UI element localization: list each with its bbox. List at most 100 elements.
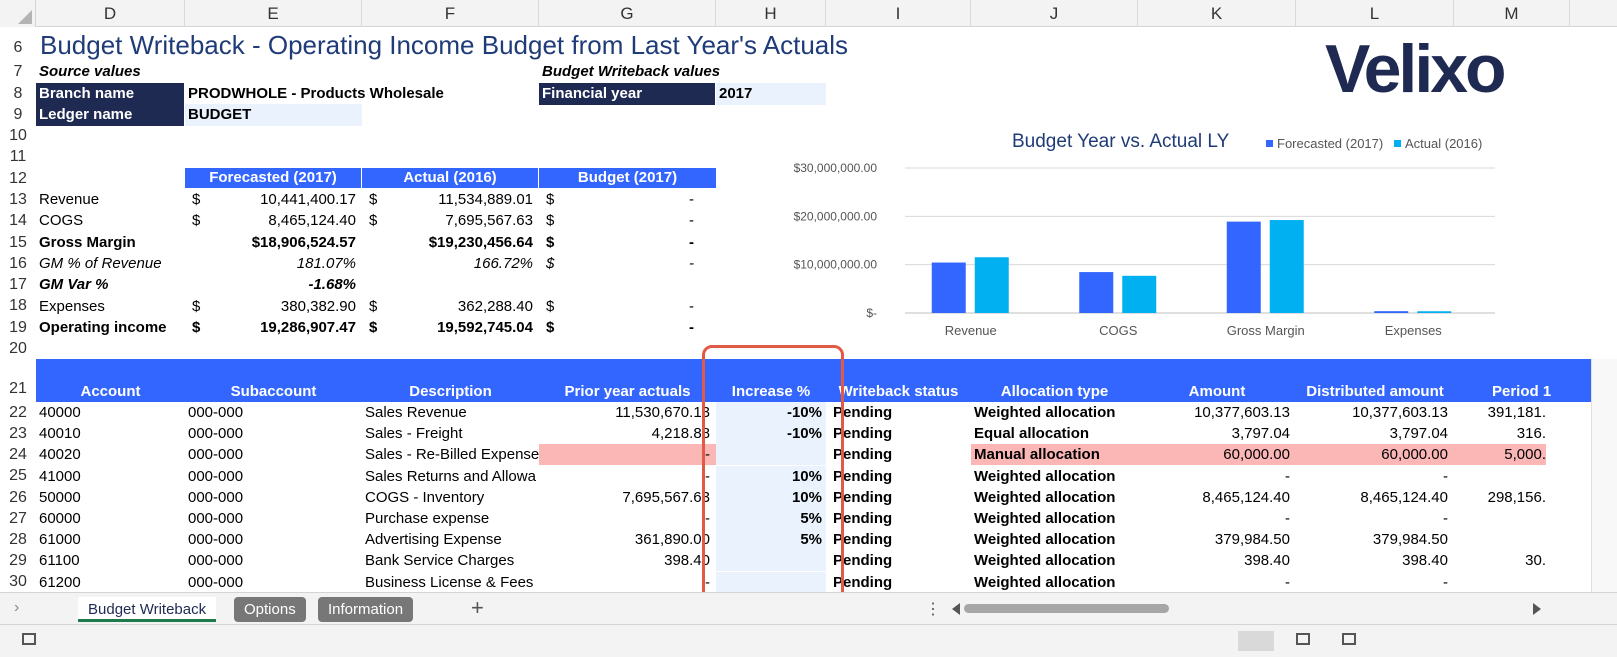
cell-period-1[interactable]: 316. <box>1516 425 1546 443</box>
forecasted-value[interactable]: $18,906,524.57 <box>251 233 356 251</box>
cell-period-1[interactable]: 30. <box>1525 552 1546 570</box>
cell-amount[interactable]: 379,984.50 <box>1214 531 1290 549</box>
budget-value[interactable]: - <box>689 212 694 230</box>
row-header[interactable]: 24 <box>0 444 36 465</box>
cell-distributed-amount[interactable]: 379,984.50 <box>1372 531 1448 549</box>
th-period-1[interactable]: Period 1 <box>1492 383 1552 400</box>
cell-writeback-status[interactable]: Pending <box>833 510 893 527</box>
row-header[interactable]: 20 <box>0 338 36 359</box>
forecasted-value[interactable]: 181.07% <box>296 254 356 272</box>
row-header[interactable]: 16 <box>0 253 36 274</box>
actual-value[interactable]: 166.72% <box>473 254 533 272</box>
cell-prior-year[interactable]: 4,218.88 <box>651 425 710 443</box>
row-header[interactable]: 6 <box>0 35 36 61</box>
table-row[interactable]: 61200 000-000 Business License & Fees - Pend… <box>36 571 1591 593</box>
row-header[interactable]: 11 <box>0 146 36 168</box>
cell-prior-year[interactable]: - <box>705 467 710 485</box>
budget-chart[interactable]: Budget Year vs. Actual LY Forecasted (20… <box>780 120 1510 345</box>
row-header[interactable]: 27 <box>0 508 36 529</box>
table-row[interactable]: 40000 000-000 Sales Revenue 11,530,670.13 -1… <box>36 402 1591 423</box>
bar-cogs-forecasted[interactable] <box>1079 272 1114 313</box>
cell-increase-pct[interactable]: 5% <box>716 508 826 529</box>
cell-allocation-type[interactable]: Weighted allocation <box>974 552 1116 570</box>
cell-prior-year[interactable]: 361,890.00 <box>634 531 710 549</box>
col-header-k[interactable]: K <box>1138 0 1296 27</box>
tab-scroll-right-icon[interactable]: › <box>14 599 20 616</box>
cell-description[interactable]: Sales Revenue <box>365 404 467 421</box>
cell-allocation-type[interactable]: Weighted allocation <box>974 531 1116 549</box>
tab-information[interactable]: Information <box>318 597 414 622</box>
cell-prior-year[interactable]: 11,530,670.13 <box>615 404 710 421</box>
forecasted-value[interactable]: -1.68% <box>308 276 356 294</box>
cell-prior-year[interactable]: - <box>705 510 710 527</box>
bar-expenses-forecasted[interactable] <box>1374 311 1409 313</box>
cell-distributed-amount[interactable]: 398.40 <box>1402 552 1448 570</box>
table-row[interactable]: 61000 000-000 Advertising Expense 361,890.0… <box>36 529 1591 551</box>
cell-amount[interactable]: 398.40 <box>1244 552 1290 570</box>
row-header[interactable]: 15 <box>0 232 36 253</box>
cell-prior-year[interactable]: - <box>539 444 716 466</box>
bar-revenue-actual[interactable] <box>974 257 1009 313</box>
cell-amount[interactable]: 8,465,124.40 <box>1202 488 1290 506</box>
branch-name-label[interactable]: Branch name <box>36 83 184 105</box>
cell-subaccount[interactable]: 000-000 <box>188 552 244 570</box>
cell-amount[interactable]: - <box>1285 510 1290 527</box>
col-header-h[interactable]: H <box>716 0 826 27</box>
cell-increase-pct[interactable] <box>716 444 826 466</box>
status-icon[interactable] <box>22 633 36 645</box>
cell-subaccount[interactable]: 000-000 <box>188 573 244 591</box>
cell-account[interactable]: 61200 <box>39 573 81 591</box>
row-header[interactable]: 7 <box>0 61 36 83</box>
cell-writeback-status[interactable]: Pending <box>833 425 893 443</box>
more-options-icon[interactable]: ⋮ <box>925 601 941 618</box>
scroll-left-icon[interactable] <box>952 603 960 615</box>
th-prior-year-actuals[interactable]: Prior year actuals <box>564 383 691 400</box>
cell-amount[interactable]: - <box>1285 573 1290 591</box>
cell-subaccount[interactable]: 000-000 <box>188 446 244 464</box>
cell-prior-year[interactable]: - <box>705 573 710 591</box>
cell-allocation-type[interactable]: Weighted allocation <box>974 573 1116 591</box>
actual-value[interactable]: 7,695,567.63 <box>445 212 533 230</box>
row-header[interactable]: 14 <box>0 210 36 232</box>
forecasted-value[interactable]: 10,441,400.17 <box>260 191 356 208</box>
row-header[interactable]: 17 <box>0 274 36 295</box>
cell-account[interactable]: 40020 <box>39 446 81 464</box>
cell-subaccount[interactable]: 000-000 <box>188 404 244 421</box>
actual-value[interactable]: $19,230,456.64 <box>428 233 533 251</box>
col-header-i[interactable]: I <box>826 0 971 27</box>
row-header[interactable]: 22 <box>0 402 36 423</box>
table-row[interactable]: 41000 000-000 Sales Returns and Allowa -10%… <box>36 465 1591 487</box>
cell-writeback-status[interactable]: Pending <box>833 552 893 570</box>
bar-revenue-forecasted[interactable] <box>931 262 966 313</box>
cell-distributed-amount[interactable]: - <box>1443 573 1448 591</box>
row-header[interactable]: 12 <box>0 168 36 189</box>
ledger-name-value[interactable]: BUDGET <box>185 104 362 126</box>
cell-distributed-amount[interactable]: 8,465,124.40 <box>1360 488 1448 506</box>
cell-account[interactable]: 61100 <box>39 552 80 570</box>
cell-subaccount[interactable]: 000-000 <box>188 488 244 506</box>
actual-value[interactable]: 19,592,745.04 <box>437 318 533 336</box>
cell-allocation-type[interactable]: Weighted allocation <box>974 404 1116 421</box>
actual-value[interactable] <box>362 274 539 296</box>
col-header-l[interactable]: L <box>1296 0 1454 27</box>
actual-value[interactable]: 11,534,889.01 <box>438 191 533 208</box>
table-row[interactable]: 60000 000-000 Purchase expense -5% Pending We… <box>36 508 1591 529</box>
financial-year-label[interactable]: Financial year <box>539 83 715 105</box>
row-header[interactable]: 21 <box>0 359 36 402</box>
cell-period-1[interactable] <box>1454 466 1546 487</box>
th-distributed-amount[interactable]: Distributed amount <box>1306 383 1444 400</box>
budget-value[interactable] <box>539 274 716 296</box>
bar-expenses-actual[interactable] <box>1417 311 1452 313</box>
row-header[interactable]: 9 <box>0 104 36 125</box>
cell-account[interactable]: 61000 <box>39 531 81 549</box>
cell-description[interactable]: Sales - Re-Billed Expense <box>365 446 539 464</box>
table-row[interactable]: 40010 000-000 Sales - Freight 4,218.88 -10% P… <box>36 423 1591 445</box>
col-header-d[interactable]: D <box>36 0 185 27</box>
cell-distributed-amount[interactable]: - <box>1443 510 1448 527</box>
row-header[interactable]: 10 <box>0 125 36 146</box>
select-all-button[interactable] <box>0 0 36 27</box>
summary-header-forecasted[interactable]: Forecasted (2017) <box>185 168 361 188</box>
horizontal-scroll-thumb[interactable] <box>964 604 1169 613</box>
cell-description[interactable]: Sales - Freight <box>365 425 463 443</box>
cell-allocation-type[interactable]: Manual allocation <box>971 444 1138 466</box>
